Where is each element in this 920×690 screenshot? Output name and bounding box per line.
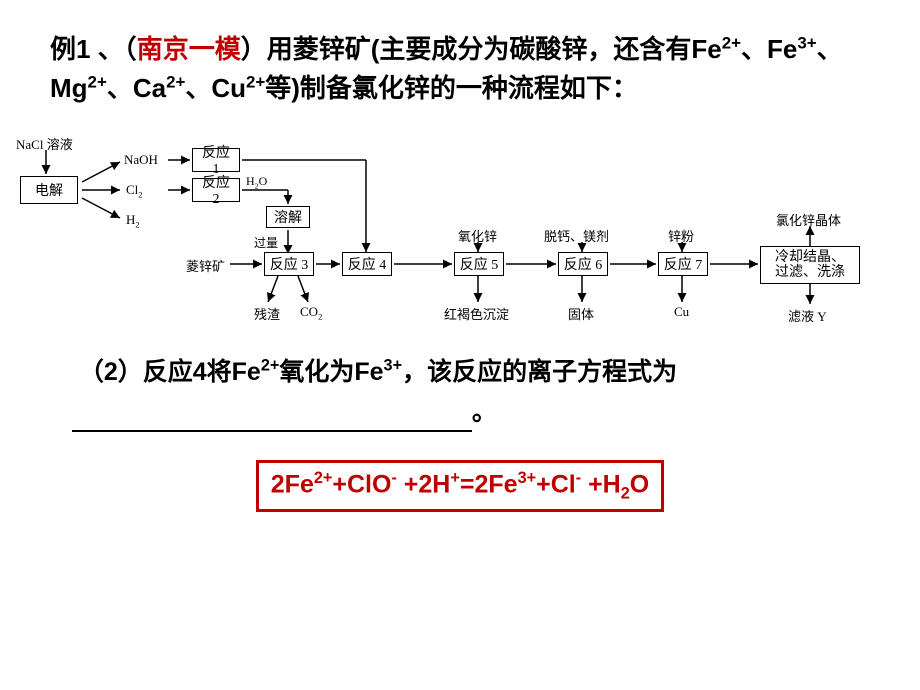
a-s3: + — [450, 469, 460, 487]
cu-label: Cu — [674, 304, 689, 320]
question-text: （2）反应4将Fe2+氧化为Fe3+，该反应的离子方程式为 。 — [50, 352, 870, 432]
answer-blank — [72, 407, 472, 432]
sep4: 、Cu — [185, 73, 246, 103]
a-s1: 2+ — [314, 469, 333, 487]
q-sup1: 2+ — [261, 357, 280, 375]
ion4: 2+ — [166, 72, 185, 91]
znpowder-label: 锌粉 — [668, 226, 694, 245]
co2-label: CO2 — [300, 304, 322, 322]
finalbox-l2: 过滤、洗涤 — [775, 265, 845, 280]
q-sup2: 3+ — [384, 357, 403, 375]
ion3: 2+ — [88, 72, 107, 91]
a-p2: +ClO — [332, 470, 391, 498]
a-s6: 2 — [621, 484, 630, 502]
solid-label: 固体 — [568, 304, 594, 323]
answer-box: 2Fe2++ClO- +2H+=2Fe3++Cl- +H2O — [256, 460, 664, 512]
reaction4-box: 反应 4 — [342, 252, 392, 276]
reaction3-box: 反应 3 — [264, 252, 314, 276]
cl2-label: Cl2 — [126, 182, 143, 200]
sep1: 、Fe — [741, 34, 797, 64]
title-body1: ）用菱锌矿(主要成分为碳酸锌，还含有Fe — [241, 34, 722, 64]
reaction2-box: 反应 2 — [192, 178, 240, 202]
a-s4: 3+ — [518, 469, 537, 487]
dissolve-box: 溶解 — [266, 206, 310, 228]
a-p1: 2Fe — [271, 470, 314, 498]
final-box: 冷却结晶、 过滤、洗涤 — [760, 246, 860, 284]
reaction5-box: 反应 5 — [454, 252, 504, 276]
nacl-label: NaCl 溶液 — [16, 134, 73, 153]
reaction7-box: 反应 7 — [658, 252, 708, 276]
problem-title: 例1 、（南京一模）用菱锌矿(主要成分为碳酸锌，还含有Fe2+、Fe3+、Mg2… — [50, 30, 870, 108]
q-prefix: （2）反应4将Fe — [79, 358, 261, 386]
flow-diagram: NaCl 溶液 电解 NaOH Cl2 H2 反应 1 反应 2 H2O 溶解 … — [10, 132, 910, 332]
a-p6: +H — [581, 470, 621, 498]
residue-label: 残渣 — [254, 304, 280, 323]
q-end: 。 — [472, 398, 497, 426]
answer-container: 2Fe2++ClO- +2H+=2Fe3++Cl- +H2O — [50, 460, 870, 512]
a-p3: +2H — [397, 470, 451, 498]
filtrate-label: 滤液 Y — [788, 306, 827, 325]
h2-label: H2 — [126, 212, 140, 230]
a-p5: +Cl — [536, 470, 576, 498]
reaction6-box: 反应 6 — [558, 252, 608, 276]
ion2: 3+ — [797, 33, 816, 52]
excess-label: 过量 — [254, 234, 278, 251]
crystal-label: 氯化锌晶体 — [776, 210, 841, 229]
title-source: 南京一模 — [137, 34, 241, 64]
naoh-label: NaOH — [124, 152, 158, 168]
h2o-label: H2O — [246, 174, 267, 190]
finalbox-l1: 冷却结晶、 — [775, 250, 845, 265]
ion1: 2+ — [722, 33, 741, 52]
title-body2: 等)制备氯化锌的一种流程如下： — [265, 73, 638, 103]
title-prefix: 例1 、（ — [50, 34, 137, 64]
q-tail: ，该反应的离子方程式为 — [402, 358, 677, 386]
decamg-label: 脱钙、镁剂 — [544, 226, 609, 245]
q-mid: 氧化为Fe — [279, 358, 383, 386]
a-p4: =2Fe — [460, 470, 518, 498]
reaction1-box: 反应 1 — [192, 148, 240, 172]
redbrown-label: 红褐色沉淀 — [444, 304, 509, 323]
a-p7: O — [630, 470, 649, 498]
ion5: 2+ — [246, 72, 265, 91]
sep3: 、Ca — [107, 73, 166, 103]
electrolysis-box: 电解 — [20, 176, 78, 204]
ore-label: 菱锌矿 — [186, 256, 225, 275]
zno-label: 氧化锌 — [458, 226, 497, 245]
